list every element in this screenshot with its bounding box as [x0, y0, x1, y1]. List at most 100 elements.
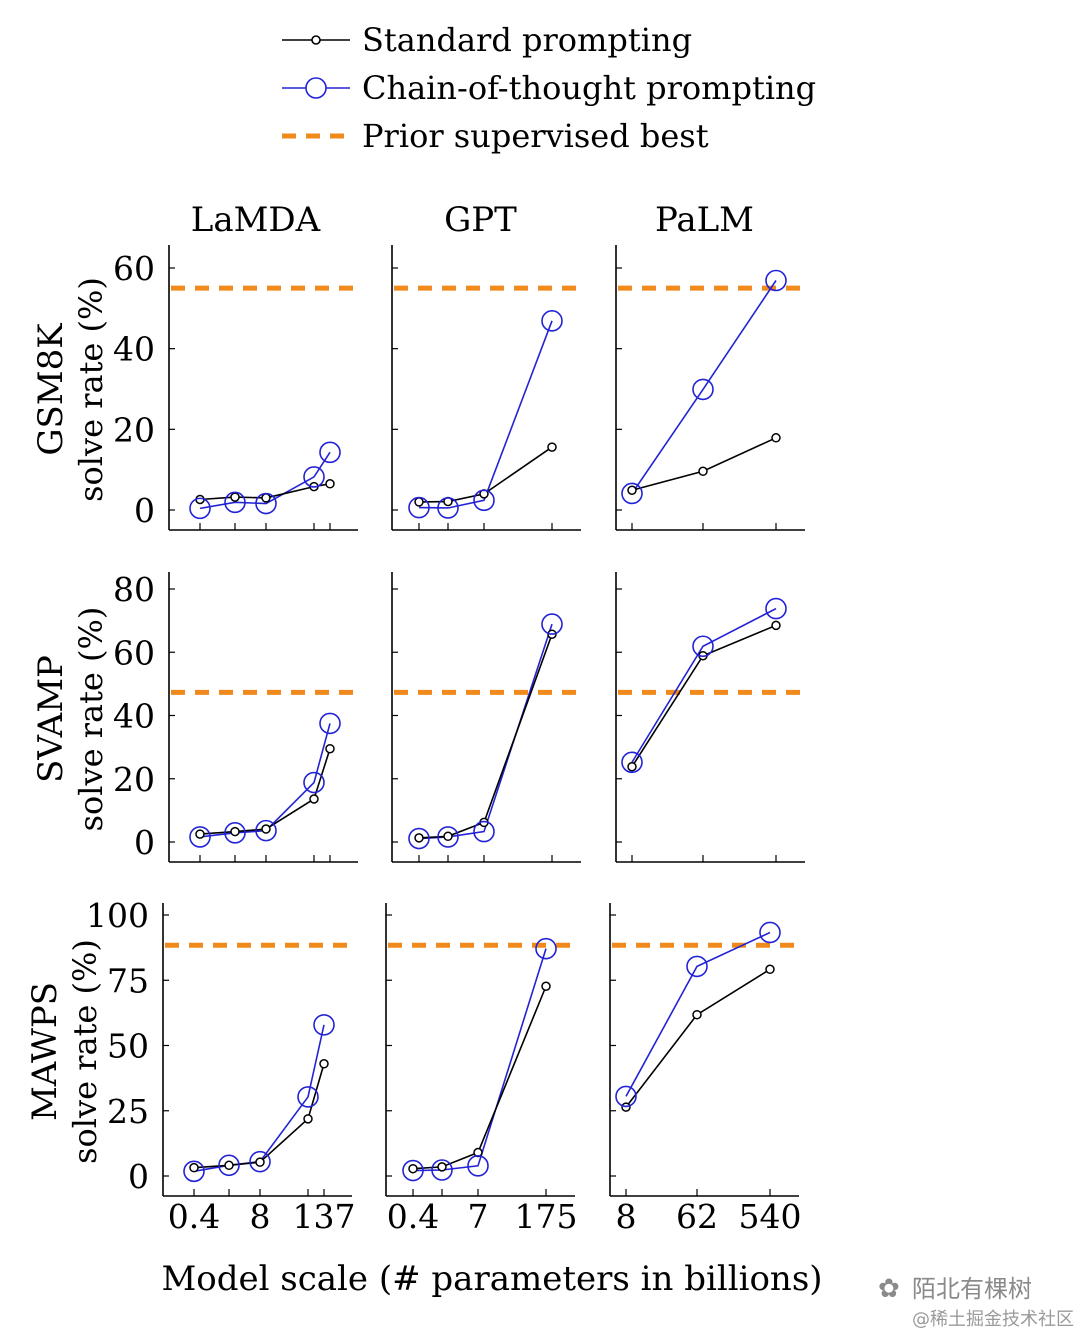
panel-svamp-lamda: 0 20 40 60 80 — [113, 570, 358, 863]
standard-point — [261, 493, 271, 503]
cot-point — [615, 1085, 637, 1108]
x-axis-label: Model scale (# parameters in billions) — [161, 1259, 822, 1299]
legend-label: Chain-of-thought prompting — [362, 69, 816, 107]
y-tick-label: 0 — [128, 1157, 149, 1196]
standard-point — [414, 497, 424, 507]
y-tick-label: 0 — [134, 491, 155, 530]
cot-point — [535, 937, 557, 960]
standard-point — [547, 442, 557, 452]
y-tick-label: 60 — [113, 633, 155, 672]
cot-point — [218, 1154, 240, 1177]
x-tick-label: 7 — [468, 1197, 489, 1236]
column-title: PaLM — [655, 200, 754, 240]
cot-point — [437, 497, 459, 519]
cot-point — [303, 771, 325, 794]
cot-point — [621, 751, 643, 774]
cot-point — [183, 1160, 205, 1183]
legend: Standard prompting Chain-of-thought promp… — [282, 21, 816, 155]
cot-point — [541, 613, 563, 635]
cot-point — [249, 1150, 271, 1173]
cot-point — [692, 378, 714, 401]
x-tick-label: 540 — [739, 1197, 802, 1236]
cot-point — [303, 466, 325, 488]
standard-line — [418, 446, 553, 503]
x-tick-label: 137 — [293, 1197, 356, 1236]
standard-line — [412, 985, 547, 1170]
standard-point — [319, 1059, 329, 1069]
row-dataset-label: GSM8K — [31, 323, 71, 456]
standard-point — [627, 761, 637, 772]
cot-point — [621, 482, 643, 505]
standard-point — [414, 833, 424, 843]
standard-point — [255, 1157, 265, 1167]
x-tick-label: 8 — [250, 1197, 271, 1236]
cot-line — [418, 320, 553, 509]
row-dataset-label: SVAMP — [31, 655, 71, 783]
cot-point — [431, 1159, 453, 1181]
cot-point — [437, 826, 459, 848]
cot-line — [625, 931, 771, 1097]
row-ylabel: solve rate (%) — [72, 277, 110, 502]
standard-point — [627, 485, 637, 495]
cot-line — [631, 280, 777, 494]
standard-point — [541, 981, 551, 992]
column-title: LaMDA — [191, 200, 321, 240]
panel-gsm8k-lamda: 0 20 40 60 — [113, 245, 358, 531]
panel-gsm8k-gpt — [391, 245, 581, 531]
y-tick-label: 20 — [113, 760, 155, 799]
y-tick-label: 100 — [86, 896, 149, 935]
standard-line — [631, 437, 777, 492]
cot-point — [189, 497, 211, 520]
cot-point — [467, 1155, 489, 1177]
panel-svamp-palm — [615, 572, 805, 863]
standard-point — [195, 829, 205, 839]
cot-point — [408, 496, 430, 519]
panel-mawps-palm — [609, 903, 799, 1197]
cot-point — [297, 1086, 319, 1108]
x-tick-label: 8 — [616, 1197, 637, 1236]
cot-point — [473, 820, 495, 843]
panel-mawps-gpt — [385, 903, 575, 1197]
cot-point — [541, 310, 563, 332]
y-tick-label: 60 — [113, 249, 155, 288]
cot-point — [765, 269, 787, 292]
y-tick-label: 80 — [113, 570, 155, 609]
legend-cot-marker — [305, 77, 327, 99]
panel-mawps-lamda: 0 25 50 75 100 — [86, 896, 352, 1197]
standard-point — [325, 479, 335, 489]
cot-point — [255, 492, 277, 515]
watermark-site: @稀土掘金技术社区 — [912, 1309, 1074, 1330]
standard-point — [230, 826, 240, 837]
panels: 0 20 40 60 0 20 40 60 80 0 25 50 75 100 — [86, 245, 805, 1197]
watermark: ✿ 陌北有棵树 @稀土掘金技术社区 — [878, 1274, 1074, 1330]
cot-point — [319, 441, 341, 464]
panel-gsm8k-palm — [615, 245, 805, 531]
y-tick-label: 40 — [113, 697, 155, 736]
cot-point — [759, 921, 781, 944]
y-tick-label: 0 — [134, 823, 155, 862]
x-tick-label: 62 — [676, 1197, 718, 1236]
row-dataset-label: MAWPS — [25, 982, 65, 1121]
cot-point — [765, 597, 787, 620]
standard-point — [765, 964, 775, 975]
watermark-name: 陌北有棵树 — [912, 1275, 1032, 1303]
standard-point — [261, 824, 271, 834]
y-tick-label: 25 — [107, 1092, 149, 1131]
standard-point — [189, 1162, 199, 1173]
column-titles: LaMDA GPT PaLM — [191, 200, 754, 240]
cot-point — [402, 1159, 424, 1182]
standard-point — [230, 492, 240, 502]
panel-svamp-gpt — [391, 572, 581, 863]
standard-point — [771, 433, 781, 443]
cot-point — [313, 1014, 335, 1036]
y-tick-label: 20 — [113, 410, 155, 449]
row-labels: GSM8K solve rate (%)SVAMP solve rate (%)MA… — [25, 277, 110, 1164]
cot-point — [473, 489, 495, 512]
x-tick-label: 0.4 — [387, 1197, 439, 1236]
legend-label: Standard prompting — [362, 21, 692, 59]
y-tick-label: 50 — [107, 1027, 149, 1066]
standard-point — [224, 1160, 234, 1171]
x-tick-label: 0.4 — [168, 1197, 220, 1236]
watermark-logo-icon: ✿ — [878, 1274, 900, 1304]
